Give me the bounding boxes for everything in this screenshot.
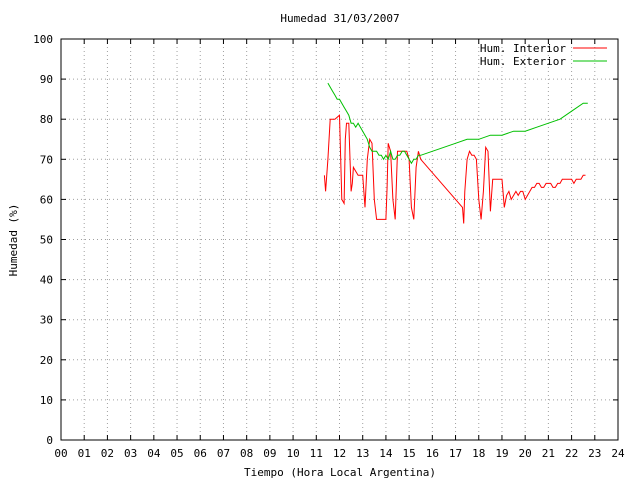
x-tick-label: 12 — [333, 447, 346, 460]
x-tick-label: 17 — [449, 447, 462, 460]
x-tick-label: 11 — [310, 447, 323, 460]
x-tick-label: 06 — [194, 447, 207, 460]
x-tick-label: 00 — [54, 447, 67, 460]
y-tick-label: 90 — [40, 73, 53, 86]
y-axis-tick-labels: 0 10 20 30 40 50 60 70 80 90 100 — [33, 33, 53, 447]
x-tick-label: 01 — [78, 447, 91, 460]
y-tick-label: 40 — [40, 274, 53, 287]
x-tick-label: 08 — [240, 447, 253, 460]
x-tick-label: 13 — [356, 447, 369, 460]
x-tick-label: 16 — [426, 447, 439, 460]
legend-label: Hum. Interior — [480, 42, 566, 55]
series-lines — [323, 82, 588, 224]
x-tick-label: 22 — [565, 447, 578, 460]
y-tick-label: 20 — [40, 354, 53, 367]
x-tick-label: 10 — [286, 447, 299, 460]
x-tick-label: 14 — [379, 447, 393, 460]
legend-label: Hum. Exterior — [480, 55, 566, 68]
y-tick-label: 50 — [40, 234, 53, 247]
x-tick-label: 07 — [217, 447, 230, 460]
y-tick-label: 10 — [40, 394, 53, 407]
x-tick-label: 04 — [147, 447, 161, 460]
y-tick-label: 30 — [40, 314, 53, 327]
x-tick-label: 15 — [403, 447, 416, 460]
y-tick-label: 80 — [40, 113, 53, 126]
x-tick-label: 24 — [611, 447, 625, 460]
y-tick-label: 70 — [40, 153, 53, 166]
series-line-1 — [323, 114, 586, 224]
x-tick-label: 02 — [101, 447, 114, 460]
x-axis-label: Tiempo (Hora Local Argentina) — [244, 466, 436, 479]
x-axis-tick-labels: 00 01 02 03 04 05 06 07 08 09 10 11 12 13 14 15 16 17 18 19… — [54, 447, 625, 460]
x-tick-label: 09 — [263, 447, 276, 460]
x-tick-label: 18 — [472, 447, 485, 460]
x-tick-label: 19 — [495, 447, 508, 460]
chart-title: Humedad 31/03/2007 — [280, 12, 399, 25]
grid-lines — [61, 39, 618, 440]
x-tick-label: 21 — [542, 447, 555, 460]
x-tick-label: 05 — [170, 447, 183, 460]
y-axis-label: Humedad (%) — [7, 204, 20, 277]
y-tick-label: 0 — [46, 434, 53, 447]
axis-ticks — [60, 38, 619, 441]
x-tick-label: 23 — [588, 447, 601, 460]
y-tick-label: 100 — [33, 33, 53, 46]
series-line-2 — [327, 82, 588, 165]
x-tick-label: 03 — [124, 447, 137, 460]
x-tick-label: 20 — [519, 447, 532, 460]
y-tick-label: 60 — [40, 193, 53, 206]
